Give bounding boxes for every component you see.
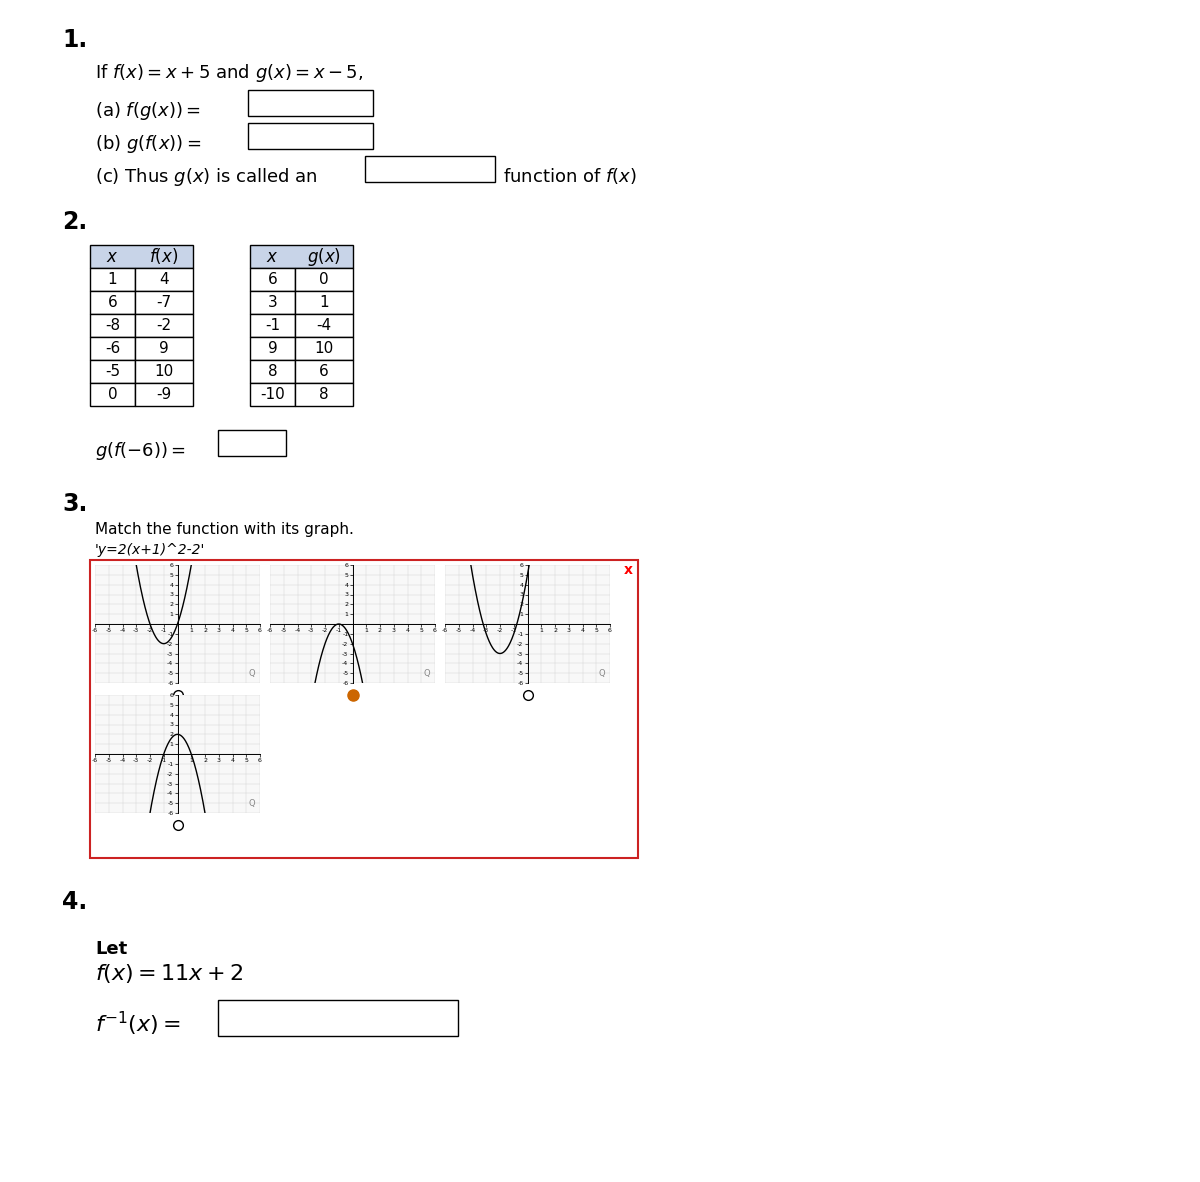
Text: -7: -7 — [156, 296, 172, 310]
Text: 1.: 1. — [62, 28, 88, 52]
Bar — [365, 156, 496, 182]
Text: Q: Q — [248, 799, 256, 808]
Bar — [248, 90, 373, 116]
Bar — [250, 361, 295, 383]
Text: $x$: $x$ — [266, 247, 278, 266]
Text: 'y=2(x+1)^2-2': 'y=2(x+1)^2-2' — [95, 543, 205, 557]
Text: 2.: 2. — [62, 210, 88, 234]
Text: x: x — [624, 563, 632, 577]
Text: 0: 0 — [319, 272, 329, 287]
Text: 3: 3 — [268, 296, 277, 310]
Text: 8: 8 — [319, 387, 329, 402]
Text: -5: -5 — [104, 364, 120, 379]
Text: 9: 9 — [160, 340, 169, 356]
Text: $f(x) = 11x + 2$: $f(x) = 11x + 2$ — [95, 962, 244, 985]
Text: 9: 9 — [268, 340, 277, 356]
Bar — [250, 383, 295, 405]
Bar — [90, 383, 134, 405]
Text: Q: Q — [599, 669, 605, 678]
Bar — [90, 291, 134, 314]
Text: 3.: 3. — [62, 492, 88, 517]
Text: $g(f(-6)) =$: $g(f(-6)) =$ — [95, 440, 186, 462]
Bar — [134, 383, 193, 405]
Text: (c) Thus $g(x)$ is called an: (c) Thus $g(x)$ is called an — [95, 165, 318, 188]
Bar — [134, 361, 193, 383]
Bar — [90, 268, 134, 291]
Text: 6: 6 — [268, 272, 277, 287]
Text: 0: 0 — [108, 387, 118, 402]
Bar — [90, 314, 134, 337]
Bar — [218, 1000, 458, 1035]
Text: 4: 4 — [160, 272, 169, 287]
Text: 8: 8 — [268, 364, 277, 379]
Text: $f^{-1}(x) =$: $f^{-1}(x) =$ — [95, 1009, 181, 1038]
Text: -6: -6 — [104, 340, 120, 356]
Text: 1: 1 — [108, 272, 118, 287]
Text: 4.: 4. — [62, 890, 88, 914]
Bar — [90, 245, 193, 268]
Bar — [250, 337, 295, 361]
Text: function of $f(x)$: function of $f(x)$ — [503, 165, 637, 186]
Text: (b) $g(f(x)) =$: (b) $g(f(x)) =$ — [95, 134, 202, 155]
Text: -9: -9 — [156, 387, 172, 402]
Text: -2: -2 — [156, 318, 172, 333]
Bar — [134, 291, 193, 314]
Bar — [90, 337, 134, 361]
Bar — [248, 123, 373, 149]
Bar — [250, 314, 295, 337]
Text: Q: Q — [248, 669, 256, 678]
Bar — [250, 268, 295, 291]
Bar — [295, 291, 353, 314]
Bar — [295, 337, 353, 361]
Bar — [295, 268, 353, 291]
Text: Let: Let — [95, 940, 127, 957]
Text: -4: -4 — [317, 318, 331, 333]
Text: $x$: $x$ — [107, 247, 119, 266]
Text: -1: -1 — [265, 318, 280, 333]
Bar — [295, 383, 353, 405]
Text: If $f(x) = x + 5$ and $g(x) = x - 5$,: If $f(x) = x + 5$ and $g(x) = x - 5$, — [95, 61, 364, 84]
Text: 10: 10 — [314, 340, 334, 356]
Bar — [250, 291, 295, 314]
Text: (a) $f(g(x)) =$: (a) $f(g(x)) =$ — [95, 100, 200, 122]
Text: 6: 6 — [108, 296, 118, 310]
Text: -10: -10 — [260, 387, 284, 402]
Bar — [295, 314, 353, 337]
Bar — [90, 361, 134, 383]
Text: -8: -8 — [104, 318, 120, 333]
Bar — [134, 268, 193, 291]
Bar — [134, 337, 193, 361]
Text: Q: Q — [424, 669, 430, 678]
Bar — [134, 314, 193, 337]
Bar — [218, 430, 286, 456]
Text: 1: 1 — [319, 296, 329, 310]
Text: $g(x)$: $g(x)$ — [307, 246, 341, 267]
Bar — [295, 361, 353, 383]
Bar — [250, 245, 353, 268]
Bar — [90, 560, 638, 858]
Text: 6: 6 — [319, 364, 329, 379]
Text: 10: 10 — [155, 364, 174, 379]
Text: Match the function with its graph.: Match the function with its graph. — [95, 522, 354, 537]
Text: $f(x)$: $f(x)$ — [149, 247, 179, 266]
